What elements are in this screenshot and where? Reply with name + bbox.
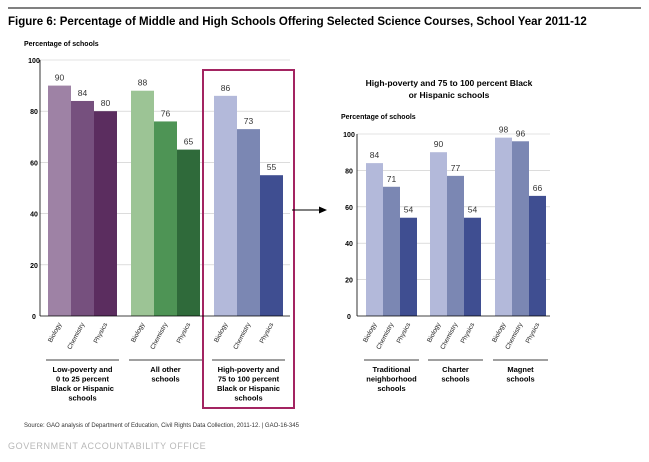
arrow-connector xyxy=(292,206,327,214)
bar xyxy=(430,152,447,316)
bar-value-label: 73 xyxy=(244,116,254,126)
bar xyxy=(48,85,71,316)
bar-value-label: 80 xyxy=(101,98,111,108)
bar xyxy=(383,186,400,316)
course-tick-label: Chemistry xyxy=(439,321,459,351)
bar xyxy=(512,141,529,316)
chart-title-line: or Hispanic schools xyxy=(409,90,490,100)
course-tick-label: Chemistry xyxy=(375,321,395,351)
chart-title-line: High-poverty and 75 to 100 percent Black xyxy=(366,78,533,88)
group-label-line: schools xyxy=(151,375,179,384)
course-tick-label: Biology xyxy=(130,321,147,344)
y-tick-label: 40 xyxy=(345,241,353,248)
group-label-line: Low-poverty and xyxy=(52,365,112,374)
course-tick-label: Physics xyxy=(93,321,110,345)
bar-value-label: 71 xyxy=(387,174,397,184)
bar xyxy=(131,90,154,316)
group-label-line: schools xyxy=(234,394,262,403)
y-tick-label: 60 xyxy=(30,160,38,167)
bar xyxy=(366,163,383,316)
agency-footer: GOVERNMENT ACCOUNTABILITY OFFICE xyxy=(8,441,207,451)
y-axis-label: Percentage of schools xyxy=(24,41,99,48)
bar-value-label: 55 xyxy=(267,162,277,172)
group-label-line: 0 to 25 percent xyxy=(56,375,109,384)
bar xyxy=(177,149,200,316)
bar-value-label: 90 xyxy=(55,73,65,83)
bar xyxy=(495,137,512,316)
bar xyxy=(260,175,283,316)
bar-value-label: 66 xyxy=(533,183,543,193)
group-label-line: neighborhood xyxy=(366,375,417,384)
bar xyxy=(447,175,464,316)
y-tick-label: 0 xyxy=(347,314,351,321)
course-tick-label: Biology xyxy=(362,321,379,344)
highlight-box xyxy=(202,69,295,409)
bar-value-label: 90 xyxy=(434,139,444,149)
group-label-line: All other xyxy=(150,365,180,374)
course-tick-label: Chemistry xyxy=(504,321,524,351)
bar xyxy=(237,129,260,316)
bar xyxy=(464,217,481,316)
y-tick-label: 80 xyxy=(30,109,38,116)
course-tick-label: Physics xyxy=(460,321,477,345)
source-note: Source: GAO analysis of Department of Ed… xyxy=(24,423,300,429)
chart-left: Percentage of schools 0 20 40 60 80 100 90 Biolo… xyxy=(24,41,295,409)
group-label-line: schools xyxy=(68,394,96,403)
bar-value-label: 98 xyxy=(499,125,509,135)
bar xyxy=(71,100,94,317)
y-tick-label: 20 xyxy=(30,263,38,270)
group-label-line: Magnet xyxy=(507,365,534,374)
bar xyxy=(400,217,417,316)
group-label-line: schools xyxy=(506,375,534,384)
course-tick-label: Biology xyxy=(426,321,443,344)
group-label-line: Black or Hispanic xyxy=(217,384,280,393)
bar-value-label: 54 xyxy=(404,205,414,215)
group-label-line: schools xyxy=(441,375,469,384)
bar-value-label: 84 xyxy=(370,150,380,160)
y-tick-label: 0 xyxy=(32,314,36,321)
y-tick-label: 40 xyxy=(30,212,38,219)
y-tick-label: 20 xyxy=(345,278,353,285)
bar-value-label: 54 xyxy=(468,205,478,215)
bar-value-label: 77 xyxy=(451,163,461,173)
bar-value-label: 84 xyxy=(78,88,88,98)
chart-right: High-poverty and 75 to 100 percent Black… xyxy=(341,78,550,393)
bar-value-label: 65 xyxy=(184,137,194,147)
y-tick-label: 100 xyxy=(28,58,40,65)
bar xyxy=(94,111,117,316)
course-tick-label: Chemistry xyxy=(66,321,86,351)
bar-value-label: 86 xyxy=(221,83,231,93)
course-tick-label: Physics xyxy=(259,321,276,345)
group-label-line: Traditional xyxy=(373,365,411,374)
group-label-line: Charter xyxy=(442,365,469,374)
course-tick-label: Chemistry xyxy=(232,321,252,351)
y-tick-label: 100 xyxy=(343,132,355,139)
group-label-line: Black or Hispanic xyxy=(51,384,114,393)
group-label-line: 75 to 100 percent xyxy=(218,375,280,384)
course-tick-label: Physics xyxy=(176,321,193,345)
bar-value-label: 88 xyxy=(138,78,148,88)
course-tick-label: Biology xyxy=(213,321,230,344)
course-tick-label: Physics xyxy=(396,321,413,345)
y-tick-label: 60 xyxy=(345,205,353,212)
course-tick-label: Biology xyxy=(491,321,508,344)
bar xyxy=(154,121,177,316)
bar-value-label: 76 xyxy=(161,108,171,118)
course-tick-label: Chemistry xyxy=(149,321,169,351)
y-axis-label: Percentage of schools xyxy=(341,114,416,121)
group-label-line: schools xyxy=(377,384,405,393)
y-tick-label: 80 xyxy=(345,168,353,175)
figure-title: Figure 6: Percentage of Middle and High … xyxy=(8,16,587,28)
bar-value-label: 96 xyxy=(516,128,526,138)
bar xyxy=(529,195,546,316)
bar xyxy=(214,95,237,316)
course-tick-label: Physics xyxy=(525,321,542,345)
group-label-line: High-poverty and xyxy=(218,365,280,374)
course-tick-label: Biology xyxy=(47,321,64,344)
